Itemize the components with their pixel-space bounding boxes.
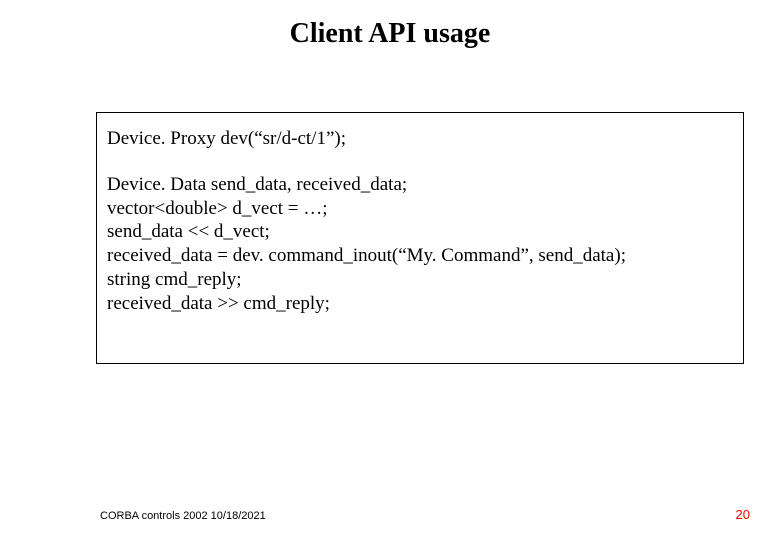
code-line: send_data << d_vect; bbox=[107, 220, 733, 244]
page-title: Client API usage bbox=[0, 18, 780, 50]
code-line: received_data >> cmd_reply; bbox=[107, 292, 733, 316]
code-line: Device. Data send_data, received_data; bbox=[107, 173, 733, 197]
page-number: 20 bbox=[736, 507, 750, 522]
footer-text: CORBA controls 2002 10/18/2021 bbox=[100, 510, 266, 522]
code-line: string cmd_reply; bbox=[107, 268, 733, 292]
slide: Client API usage Device. Proxy dev(“sr/d… bbox=[0, 0, 780, 540]
code-box: Device. Proxy dev(“sr/d-ct/1”); Device. … bbox=[96, 112, 744, 364]
code-line: vector<double> d_vect = …; bbox=[107, 197, 733, 221]
blank-line bbox=[107, 151, 733, 173]
code-line: received_data = dev. command_inout(“My. … bbox=[107, 244, 733, 268]
code-line: Device. Proxy dev(“sr/d-ct/1”); bbox=[107, 127, 733, 151]
